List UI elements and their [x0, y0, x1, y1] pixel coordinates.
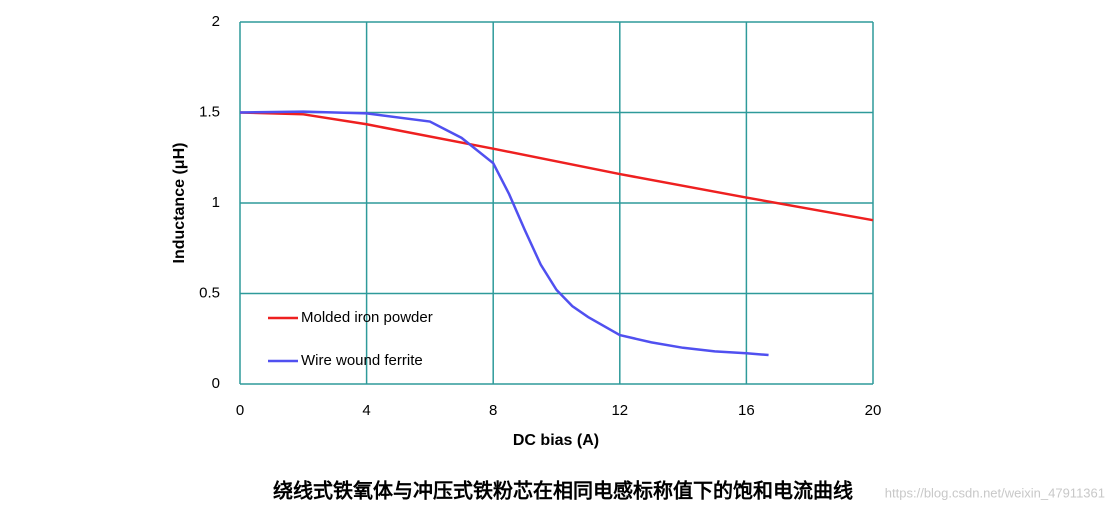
x-tick-label: 8	[489, 402, 497, 419]
y-tick-label: 1	[212, 194, 220, 211]
caption: 绕线式铁氧体与冲压式铁粉芯在相同电感标称值下的饱和电流曲线	[273, 478, 853, 502]
y-tick-label: 0.5	[199, 284, 220, 301]
y-tick-label: 2	[212, 13, 220, 30]
x-tick-label: 0	[236, 402, 244, 419]
y-tick-label: 1.5	[199, 103, 220, 120]
x-tick-label: 20	[865, 402, 882, 419]
y-axis-title: Inductance (μH)	[171, 143, 188, 264]
x-tick-label: 12	[611, 402, 628, 419]
data-line	[239, 110, 769, 357]
x-tick-label: 4	[362, 402, 370, 419]
watermark: https://blog.csdn.net/weixin_47911361	[885, 485, 1105, 500]
data-line	[239, 111, 874, 222]
y-tick-label: 0	[212, 375, 220, 392]
x-axis-title: DC bias (A)	[513, 432, 599, 449]
x-tick-label: 16	[738, 402, 755, 419]
legend-label: Molded iron powder	[301, 309, 433, 326]
legend-label: Wire wound ferrite	[301, 352, 423, 369]
